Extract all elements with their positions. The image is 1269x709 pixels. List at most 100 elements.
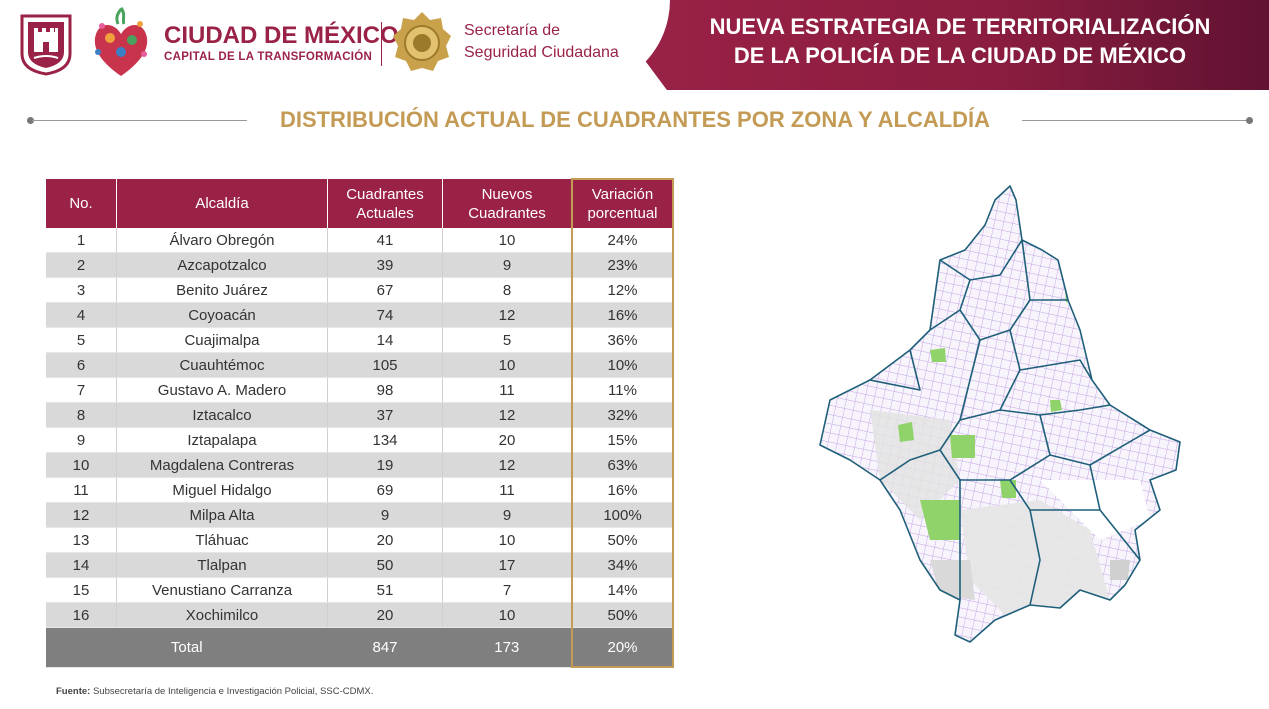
cell-variacion: 32% (571, 402, 674, 428)
cdmx-quadrant-map (819, 185, 1181, 643)
table-row: 13 Tláhuac 20 10 50% (46, 527, 674, 553)
page-title-line2: DE LA POLICÍA DE LA CIUDAD DE MÉXICO (733, 43, 1187, 68)
header-variacion-line1: Variación (591, 186, 654, 203)
header-alcaldia: Alcaldía (116, 179, 328, 228)
cell-alcaldia: Miguel Hidalgo (116, 477, 328, 503)
cell-alcaldia: Tlalpan (116, 552, 328, 578)
table-row: 11 Miguel Hidalgo 69 11 16% (46, 477, 674, 503)
distribution-table: No. Alcaldía Cuadrantes Actuales Nuevos … (46, 178, 674, 668)
table-row: 4 Coyoacán 74 12 16% (46, 302, 674, 328)
table-row: 1 Álvaro Obregón 41 10 24% (46, 228, 674, 253)
cell-variacion: 15% (571, 427, 674, 453)
cell-alcaldia: Cuauhtémoc (116, 352, 328, 378)
cell-actuales: 37 (327, 402, 443, 428)
cell-actuales: 69 (327, 477, 443, 503)
cell-actuales: 20 (327, 527, 443, 553)
city-shield-icon (20, 14, 72, 76)
table-header-row: No. Alcaldía Cuadrantes Actuales Nuevos … (46, 178, 674, 228)
cell-alcaldia: Tláhuac (116, 527, 328, 553)
cell-nuevos: 12 (442, 452, 572, 478)
header-nuevos-line2: Cuadrantes (468, 204, 546, 222)
cell-nuevos: 20 (442, 427, 572, 453)
city-tagline: CAPITAL DE LA TRANSFORMACIÓN (164, 51, 373, 63)
cell-alcaldia: Venustiano Carranza (116, 577, 328, 603)
cell-no: 9 (46, 427, 117, 453)
header-variacion-line2: porcentual (587, 205, 658, 222)
cell-actuales: 67 (327, 277, 443, 303)
agency-name-line2: Seguridad Ciudadana (464, 44, 619, 61)
cell-alcaldia: Álvaro Obregón (116, 228, 328, 253)
table-row: 14 Tlalpan 50 17 34% (46, 552, 674, 578)
header: CIUDAD DE MÉXICO CAPITAL DE LA TRANSFORM… (0, 0, 1269, 90)
heart-logo-icon (94, 7, 148, 76)
cell-nuevos: 9 (442, 252, 572, 278)
cell-variacion: 24% (571, 228, 674, 253)
divider-line-left (32, 120, 247, 121)
cell-no: 2 (46, 252, 117, 278)
header-actuales: Cuadrantes Actuales (327, 179, 443, 228)
source-text: Subsecretaría de Inteligencia e Investig… (92, 686, 374, 697)
cell-variacion: 11% (571, 377, 674, 403)
cell-nuevos: 10 (442, 602, 572, 628)
cell-no: 14 (46, 552, 117, 578)
cell-alcaldia: Benito Juárez (116, 277, 328, 303)
cell-actuales: 134 (327, 427, 443, 453)
cell-actuales: 51 (327, 577, 443, 603)
agency-name: Secretaría de Seguridad Ciudadana (464, 20, 619, 64)
cell-variacion: 50% (571, 602, 674, 628)
table-row: 6 Cuauhtémoc 105 10 10% (46, 352, 674, 378)
section-title: DISTRIBUCIÓN ACTUAL DE CUADRANTES POR ZO… (279, 107, 991, 132)
cell-variacion: 16% (571, 302, 674, 328)
cell-actuales: 19 (327, 452, 443, 478)
table-row: 5 Cuajimalpa 14 5 36% (46, 327, 674, 353)
table-row: 15 Venustiano Carranza 51 7 14% (46, 577, 674, 603)
cell-nuevos: 17 (442, 552, 572, 578)
agency-name-line1: Secretaría de (464, 22, 561, 39)
cell-nuevos: 8 (442, 277, 572, 303)
table-row: 9 Iztapalapa 134 20 15% (46, 427, 674, 453)
cell-no: 6 (46, 352, 117, 378)
table-row: 12 Milpa Alta 9 9 100% (46, 502, 674, 528)
cell-no: 4 (46, 302, 117, 328)
source-note: Fuente: Subsecretaría de Inteligencia e … (56, 686, 373, 697)
cell-no: 16 (46, 602, 117, 628)
source-label: Fuente: (56, 686, 91, 697)
police-badge-icon (393, 12, 451, 71)
cell-variacion: 14% (571, 577, 674, 603)
cell-alcaldia: Gustavo A. Madero (116, 377, 328, 403)
city-name: CIUDAD DE MÉXICO (164, 22, 399, 49)
table-row: 2 Azcapotzalco 39 9 23% (46, 252, 674, 278)
cell-alcaldia: Iztapalapa (116, 427, 328, 453)
cell-nuevos: 10 (442, 352, 572, 378)
cell-variacion: 100% (571, 502, 674, 528)
cell-no: 1 (46, 228, 117, 253)
header-divider (381, 22, 382, 66)
cell-actuales: 74 (327, 302, 443, 328)
cell-alcaldia: Xochimilco (116, 602, 328, 628)
divider-dot-left (27, 117, 34, 124)
cell-variacion: 34% (571, 552, 674, 578)
cell-nuevos: 5 (442, 327, 572, 353)
cell-no: 7 (46, 377, 117, 403)
table-row: 8 Iztacalco 37 12 32% (46, 402, 674, 428)
cell-alcaldia: Milpa Alta (116, 502, 328, 528)
cell-actuales: 20 (327, 602, 443, 628)
cell-nuevos: 12 (442, 402, 572, 428)
header-nuevos: Nuevos Cuadrantes (442, 179, 573, 228)
table-row: 10 Magdalena Contreras 19 12 63% (46, 452, 674, 478)
cell-alcaldia: Cuajimalpa (116, 327, 328, 353)
cell-no: 11 (46, 477, 117, 503)
cell-actuales: 9 (327, 502, 443, 528)
cell-variacion: 50% (571, 527, 674, 553)
divider-dot-right (1246, 117, 1253, 124)
cell-actuales: 14 (327, 327, 443, 353)
cell-actuales: 98 (327, 377, 443, 403)
total-nuevos: 173 (442, 627, 572, 668)
cell-variacion: 36% (571, 327, 674, 353)
divider-line-right (1022, 120, 1247, 121)
cell-variacion: 10% (571, 352, 674, 378)
header-banner (600, 0, 1269, 90)
header-actuales-line2: Actuales (356, 204, 414, 222)
cell-nuevos: 12 (442, 302, 572, 328)
cell-nuevos: 11 (442, 477, 572, 503)
